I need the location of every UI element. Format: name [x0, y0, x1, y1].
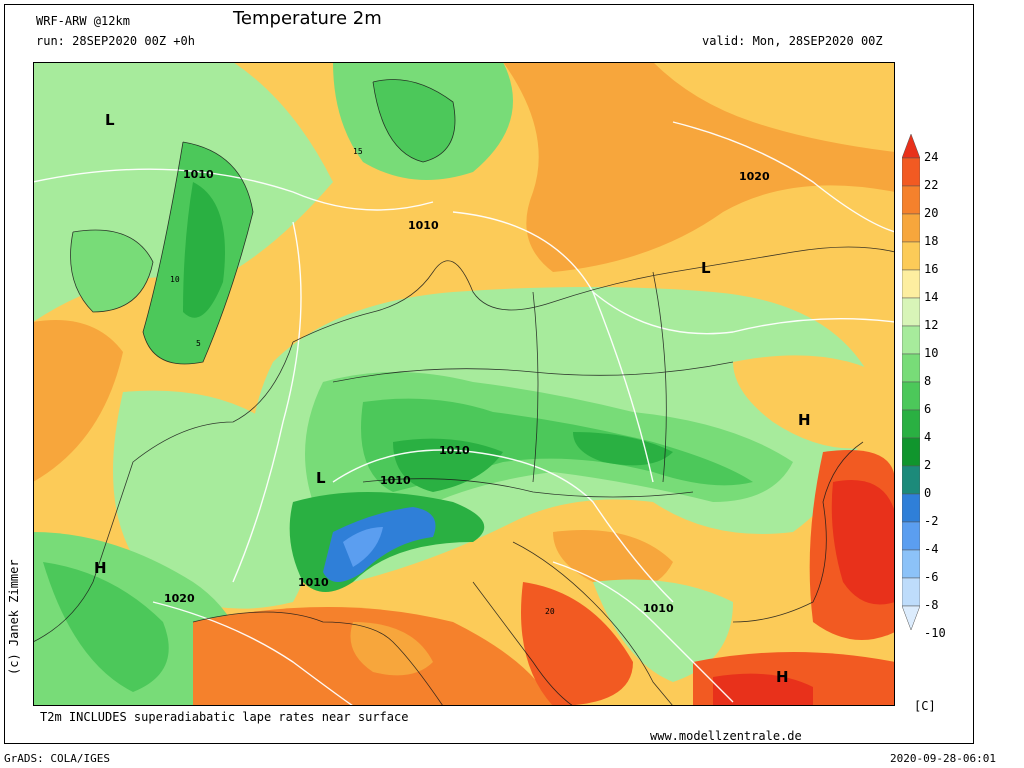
colorbar-tick: 8	[924, 374, 932, 388]
colorbar-tick: 12	[924, 318, 939, 332]
chart-title: Temperature 2m	[233, 8, 382, 29]
colorbar	[902, 134, 920, 630]
colorbar-segment	[902, 213, 920, 243]
colorbar-segment	[902, 353, 920, 383]
colorbar-segment	[902, 409, 920, 439]
temp-label: 5	[196, 339, 201, 348]
colorbar-segment	[902, 521, 920, 551]
isobar-label: 1020	[739, 170, 770, 183]
colorbar-tick: 16	[924, 262, 939, 276]
high-label: H	[798, 411, 811, 429]
colorbar-tick: 24	[924, 150, 939, 164]
software-credit: GrADS: COLA/IGES	[4, 752, 110, 765]
colorbar-segment	[902, 381, 920, 411]
colorbar-segment	[902, 325, 920, 355]
colorbar-tick: 22	[924, 178, 939, 192]
colorbar-tick: -2	[924, 514, 939, 528]
figure-frame	[4, 4, 974, 744]
colorbar-tick: -4	[924, 542, 939, 556]
colorbar-segment	[902, 297, 920, 327]
colorbar-segment	[902, 465, 920, 495]
isobar-label: 1010	[298, 576, 329, 589]
colorbar-unit: [C]	[914, 699, 936, 713]
colorbar-segment	[902, 185, 920, 215]
low-label: L	[316, 469, 326, 487]
colorbar-segment	[902, 605, 920, 630]
colorbar-tick: 0	[924, 486, 932, 500]
colorbar-segment	[902, 437, 920, 467]
colorbar-tick: -10	[924, 626, 946, 640]
model-label: WRF-ARW @12km	[36, 14, 130, 28]
isobar-label: 1010	[643, 602, 674, 615]
colorbar-segment	[902, 241, 920, 271]
source-url: www.modellzentrale.de	[650, 729, 802, 743]
temperature-map: L L L H H H 1010 1010 1010 1010 1010 101…	[33, 62, 895, 706]
colorbar-tick: 18	[924, 234, 939, 248]
colorbar-segment	[902, 134, 920, 159]
colorbar-segment	[902, 549, 920, 579]
low-label: L	[701, 259, 711, 277]
isobar-label: 1010	[183, 168, 214, 181]
colorbar-tick: 2	[924, 458, 932, 472]
copyright: (c) Janek Zimmer	[7, 559, 21, 675]
colorbar-tick: -8	[924, 598, 939, 612]
timestamp: 2020-09-28-06:01	[890, 752, 996, 765]
colorbar-segment	[902, 269, 920, 299]
colorbar-tick: 10	[924, 346, 939, 360]
footnote: T2m INCLUDES superadiabatic lape rates n…	[40, 710, 409, 724]
colorbar-segment	[902, 577, 920, 607]
high-label: H	[94, 559, 107, 577]
isobar-label: 1010	[380, 474, 411, 487]
colorbar-segment	[902, 157, 920, 187]
colorbar-tick: -6	[924, 570, 939, 584]
temp-label: 20	[545, 607, 555, 616]
colorbar-tick: 4	[924, 430, 932, 444]
colorbar-segment	[902, 493, 920, 523]
isobar-label: 1010	[439, 444, 470, 457]
colorbar-tick: 6	[924, 402, 932, 416]
temp-label: 10	[170, 275, 180, 284]
run-label: run: 28SEP2020 00Z +0h	[36, 34, 195, 48]
colorbar-tick: 20	[924, 206, 939, 220]
temp-label: 15	[353, 147, 363, 156]
valid-label: valid: Mon, 28SEP2020 00Z	[702, 34, 883, 48]
isobar-label: 1020	[164, 592, 195, 605]
high-label: H	[776, 668, 789, 686]
isobar-label: 1010	[408, 219, 439, 232]
colorbar-tick: 14	[924, 290, 939, 304]
low-label: L	[105, 111, 115, 129]
